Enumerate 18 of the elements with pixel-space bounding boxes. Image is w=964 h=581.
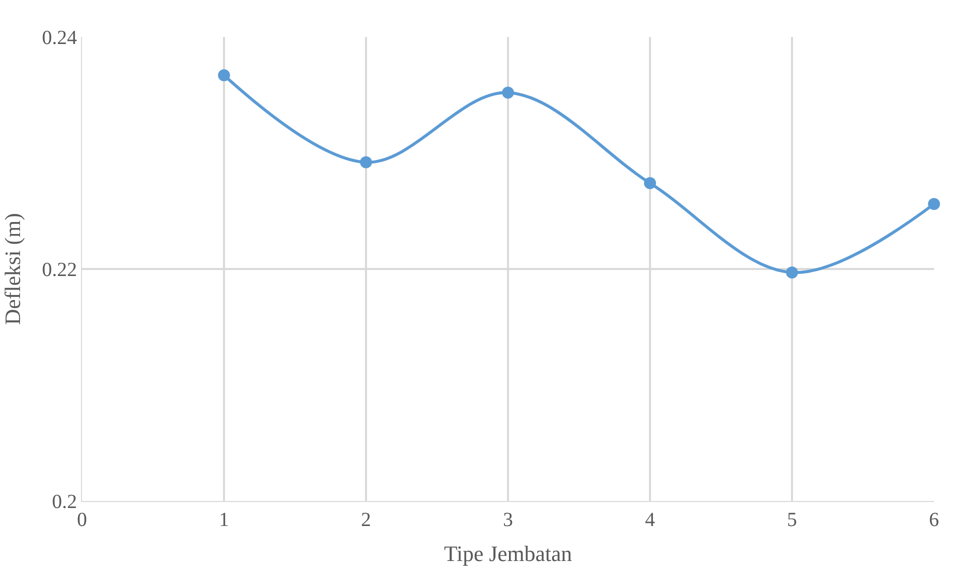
x-tick-label: 2 — [361, 509, 371, 531]
x-tick-label: 5 — [787, 509, 797, 531]
y-tick-label: 0.24 — [42, 27, 77, 49]
x-tick-label: 6 — [929, 509, 939, 531]
y-axis-title: Defleksi (m) — [0, 213, 25, 325]
point — [360, 156, 372, 168]
y-tick-label: 0.2 — [52, 491, 77, 513]
point — [928, 198, 940, 210]
x-axis-title: Tipe Jembatan — [444, 540, 572, 566]
x-tick-label: 1 — [219, 509, 229, 531]
y-tick-label: 0.22 — [42, 259, 77, 281]
point — [218, 69, 230, 82]
x-tick-label: 4 — [645, 509, 655, 531]
point — [786, 266, 798, 278]
x-tick-label: 0 — [77, 509, 87, 531]
x-tick-label: 3 — [503, 509, 513, 531]
point — [644, 177, 656, 190]
point — [502, 86, 514, 99]
